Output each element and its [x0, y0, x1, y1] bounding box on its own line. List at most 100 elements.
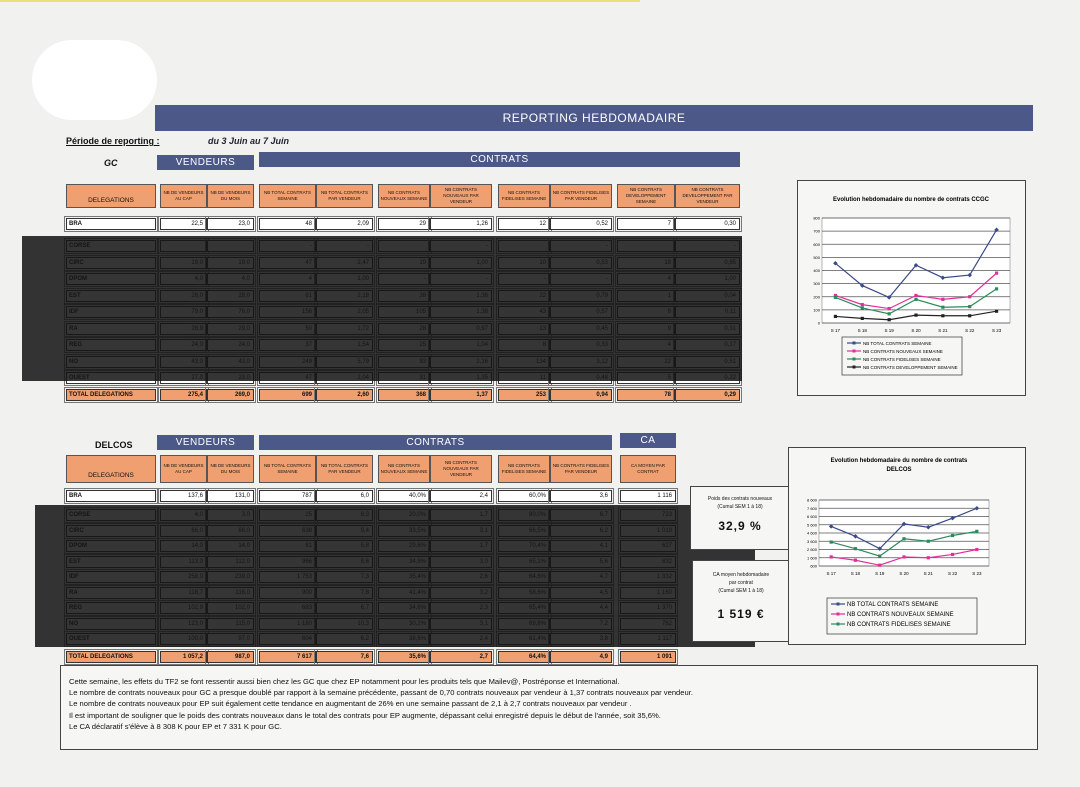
column-header: NB DE VENDEURS AU CAP [160, 455, 207, 483]
data-point [860, 303, 864, 307]
data-point [860, 306, 864, 310]
chart-ccgc: Evolution hebdomadaire du nombre de cont… [813, 197, 1011, 376]
data-point [902, 537, 906, 541]
legend-marker [852, 357, 856, 361]
column-header: NB CONTRATS DEVELOPPEMENT SEMAINE [617, 184, 675, 208]
x-tick-label: S 20 [911, 328, 921, 333]
commentary-line: Cette semaine, les effets du TF2 se font… [69, 677, 620, 686]
total-cell: 699 [257, 387, 318, 403]
legend-label: NB TOTAL CONTRATS SEMAINE [863, 341, 932, 346]
data-point [887, 312, 891, 316]
data-point [878, 554, 882, 558]
column-header: NB TOTAL CONTRATS SEMAINE [259, 455, 316, 483]
redaction-overlay [35, 505, 755, 647]
delcos-contrats-band: CONTRATS [259, 435, 612, 450]
period-label: Période de reporting : [66, 136, 160, 146]
y-tick-label: 2 600 [807, 547, 818, 552]
x-tick-label: S 21 [924, 571, 934, 576]
period-value: du 3 Juin au 7 Juin [208, 136, 290, 146]
data-point [926, 539, 930, 543]
data-point [833, 295, 838, 300]
total-cell: 0,94 [548, 387, 614, 403]
data-point [833, 314, 838, 319]
legend-marker [852, 365, 856, 369]
delcos-label: DELCOS [95, 440, 133, 450]
y-tick-label: 100 [813, 307, 820, 312]
data-point [950, 533, 955, 538]
y-tick-label: 6 600 [807, 514, 818, 519]
data-point [914, 297, 918, 301]
legend-label: NB CONTRATS DEVELOPPEMENT SEMAINE [863, 365, 958, 370]
column-header: NB DE VENDEURS DU MOIS [207, 184, 254, 208]
delcos-ca-band: CA [620, 433, 676, 448]
legend-marker [836, 622, 840, 626]
legend-marker [836, 602, 840, 606]
table-cell: 2,4 [428, 488, 494, 504]
x-tick-label: S 21 [938, 328, 948, 333]
column-header: NB DE VENDEURS DU MOIS [207, 455, 254, 483]
column-header: NB CONTRATS NOUVEAUX PAR VENDEUR [430, 184, 492, 208]
data-point [914, 293, 918, 298]
y-tick-label: 200 [813, 294, 820, 299]
data-point [941, 297, 945, 301]
data-point [853, 558, 858, 562]
table-cell: 22,5 [158, 216, 209, 232]
data-point [902, 555, 906, 559]
total-cell: 275,4 [158, 387, 209, 403]
data-point [968, 295, 972, 299]
x-tick-label: S 22 [948, 571, 958, 576]
legend-label: NB CONTRATS FIDELISES SEMAINE [863, 357, 941, 362]
column-header: DELEGATIONS [66, 455, 156, 483]
data-point [860, 316, 864, 321]
chart-delcos-frame: Evolution hebdomadaire du nombre de cont… [788, 447, 1026, 645]
table-cell: 40,0% [376, 488, 432, 504]
total-label: TOTAL DELEGATIONS [64, 387, 158, 403]
total-cell: 2,60 [314, 387, 375, 403]
total-cell: 64,4% [496, 649, 552, 665]
y-tick-label: 600 [810, 564, 817, 569]
total-cell: 253 [496, 387, 552, 403]
data-point [950, 552, 955, 557]
commentary-line: Il est important de souligner que le poi… [69, 710, 661, 720]
y-tick-label: 500 [813, 255, 820, 260]
redaction-overlay [22, 236, 742, 381]
y-tick-label: 700 [813, 229, 820, 234]
y-tick-label: 5 600 [807, 522, 818, 527]
chart-ccgc-frame: Evolution hebdomadaire du nombre de cont… [797, 180, 1026, 396]
data-point [994, 309, 999, 313]
chart-delcos: Evolution hebdomadaire du nombre de cont… [807, 458, 990, 635]
column-header: DELEGATIONS [66, 184, 156, 208]
kpi-poids-value: 32,9 % [718, 519, 762, 533]
x-tick-label: S 19 [885, 328, 895, 333]
column-header: NB CONTRATS NOUVEAUX SEMAINE [378, 455, 430, 483]
legend-marker [836, 612, 840, 616]
y-tick-label: 7 600 [807, 506, 818, 511]
x-tick-label: S 18 [858, 328, 868, 333]
scan-edge [0, 0, 640, 2]
legend-label: NB CONTRATS FIDELISES SEMAINE [847, 622, 951, 628]
total-label: TOTAL DELEGATIONS [64, 649, 158, 665]
y-tick-label: 3 600 [807, 539, 818, 544]
column-header: NB CONTRATS NOUVEAUX PAR VENDEUR [430, 455, 492, 483]
table-cell: 1,26 [428, 216, 494, 232]
x-tick-label: S 23 [972, 571, 982, 576]
total-cell: 1 057,2 [158, 649, 209, 665]
x-tick-label: S 20 [899, 571, 909, 576]
table-cell: 787 [257, 488, 318, 504]
total-cell: 78 [615, 387, 677, 403]
y-tick-label: 4 600 [807, 531, 818, 536]
gc-vendeurs-band: VENDEURS [157, 155, 254, 170]
table-cell: 2,09 [314, 216, 375, 232]
table-cell: 48 [257, 216, 318, 232]
data-point [941, 314, 945, 318]
y-tick-label: 8 600 [807, 498, 818, 503]
total-cell: 1,37 [428, 387, 494, 403]
total-cell: 0,29 [673, 387, 742, 403]
gc-label: GC [104, 158, 118, 168]
data-point [994, 271, 999, 275]
table-cell: 131,0 [205, 488, 256, 504]
column-header: NB TOTAL CONTRATS SEMAINE [259, 184, 316, 208]
data-point [833, 293, 838, 298]
legend-marker [852, 349, 856, 353]
total-cell: 4,9 [548, 649, 614, 665]
